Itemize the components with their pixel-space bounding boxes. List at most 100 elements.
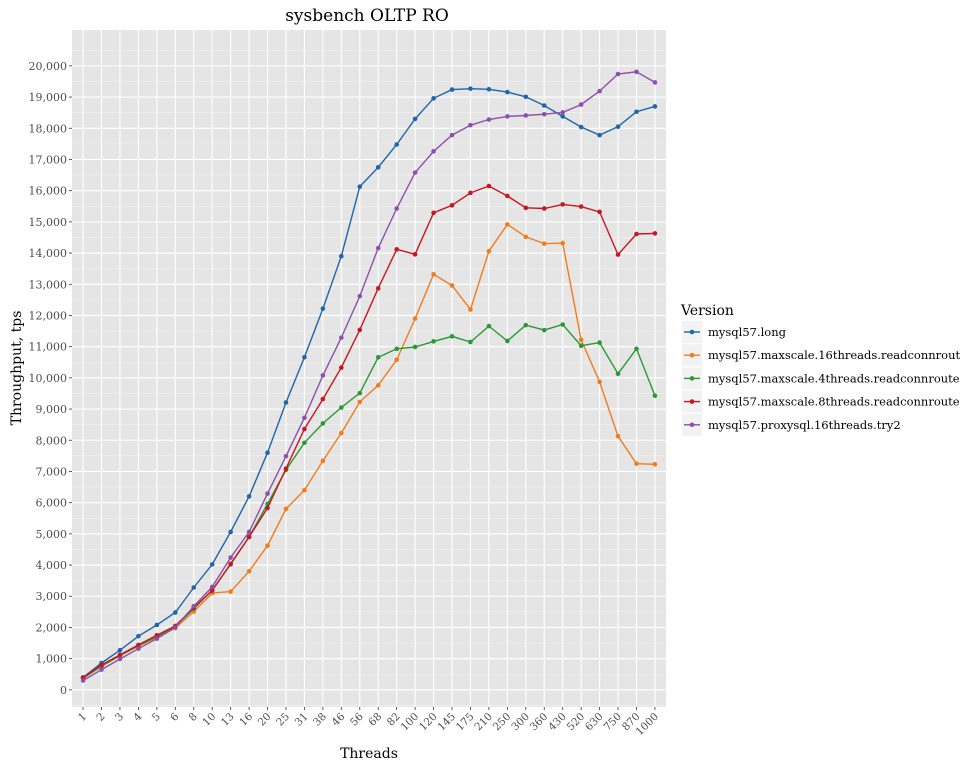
legend-key-point	[689, 329, 695, 335]
y-tick-label: 7,000	[36, 465, 68, 478]
data-point	[228, 589, 233, 594]
data-point	[431, 271, 436, 277]
data-point	[375, 286, 381, 291]
y-tick-label: 6,000	[36, 497, 68, 510]
data-point	[173, 625, 178, 630]
data-point	[209, 584, 215, 590]
x-tick-label: 5	[150, 711, 163, 724]
data-point	[541, 111, 547, 117]
data-point	[136, 642, 141, 648]
data-point	[339, 253, 344, 259]
y-tick-label: 13,000	[29, 278, 68, 291]
chart-title: sysbench OLTP RO	[285, 6, 449, 26]
data-point	[339, 405, 344, 410]
data-point	[652, 104, 658, 109]
x-tick-label: 750	[601, 711, 624, 734]
data-point	[117, 656, 123, 662]
y-tick-label: 11,000	[29, 341, 68, 354]
data-point	[320, 421, 326, 426]
legend-item: mysql57.maxscale.4threads.readconnroute	[682, 367, 960, 390]
x-tick-label: 38	[311, 711, 329, 729]
data-point	[578, 124, 584, 130]
legend-key-point	[689, 352, 695, 358]
data-point	[486, 86, 492, 92]
data-point	[394, 247, 399, 252]
series-line	[82, 71, 656, 682]
x-tick-label: 120	[417, 711, 440, 734]
data-point	[615, 371, 621, 377]
data-point	[505, 338, 510, 344]
data-point	[560, 114, 565, 119]
data-point	[597, 379, 602, 385]
data-point	[357, 184, 363, 189]
data-point	[486, 323, 492, 329]
y-tick-label: 17,000	[29, 153, 68, 166]
data-point	[320, 306, 326, 311]
data-point	[468, 122, 473, 128]
data-point	[265, 543, 270, 549]
x-axis-label: Threads	[340, 746, 398, 762]
x-tick-label: 210	[472, 711, 495, 734]
data-point	[339, 365, 344, 370]
data-point	[505, 114, 510, 119]
data-point	[431, 96, 436, 101]
data-point	[117, 647, 123, 653]
data-point	[597, 340, 602, 345]
data-point	[468, 339, 473, 345]
data-point	[615, 71, 621, 77]
data-point	[449, 87, 455, 92]
y-axis-ticks: 0 1,000 2,000 3,000 4,000 5,000 6,000 7,000 8,00…	[29, 60, 72, 697]
data-point	[209, 562, 215, 567]
y-tick-label: 19,000	[29, 91, 68, 104]
series-line	[82, 223, 655, 679]
data-point	[265, 450, 270, 456]
data-point	[652, 80, 658, 85]
x-tick-label: 8	[187, 711, 200, 724]
data-point	[578, 204, 584, 209]
x-tick-label: 100	[399, 711, 422, 734]
data-point	[560, 240, 565, 246]
series-mysql57.long	[80, 86, 658, 680]
data-point	[615, 433, 621, 439]
y-tick-label: 1,000	[36, 653, 68, 666]
data-point	[302, 415, 307, 421]
data-point	[652, 231, 658, 236]
data-point	[99, 667, 104, 672]
data-point	[578, 343, 584, 349]
data-point	[357, 390, 363, 396]
y-tick-label: 18,000	[29, 122, 68, 135]
series-layer	[80, 69, 658, 683]
data-point	[523, 234, 529, 240]
data-point	[302, 354, 307, 360]
data-point	[412, 170, 418, 175]
x-tick-label: 360	[528, 711, 551, 734]
data-point	[578, 102, 584, 107]
data-point	[505, 193, 510, 199]
data-point	[375, 354, 381, 360]
data-point	[523, 322, 529, 328]
y-tick-label: 10,000	[29, 372, 68, 385]
data-point	[634, 461, 639, 466]
data-point	[578, 337, 584, 343]
data-point	[412, 116, 418, 122]
x-tick-label: 16	[237, 710, 255, 728]
x-tick-label: 25	[274, 711, 292, 729]
data-point	[652, 393, 658, 398]
y-tick-label: 3,000	[36, 590, 68, 603]
legend-item: mysql57.long	[682, 321, 787, 343]
x-tick-label: 46	[330, 710, 348, 728]
x-tick-label: 300	[509, 711, 532, 734]
x-tick-label: 145	[435, 711, 458, 734]
series-mysql57.proxysql.16threads.try2	[80, 69, 658, 683]
data-point	[339, 335, 344, 340]
data-point	[615, 124, 621, 130]
data-point	[320, 373, 326, 378]
y-tick-label: 16,000	[29, 185, 68, 198]
data-point	[246, 568, 252, 574]
y-tick-label: 2,000	[36, 621, 68, 634]
legend-key-point	[689, 422, 695, 428]
data-point	[357, 399, 363, 405]
data-point	[486, 248, 492, 254]
data-point	[505, 89, 510, 95]
data-point	[191, 585, 197, 590]
